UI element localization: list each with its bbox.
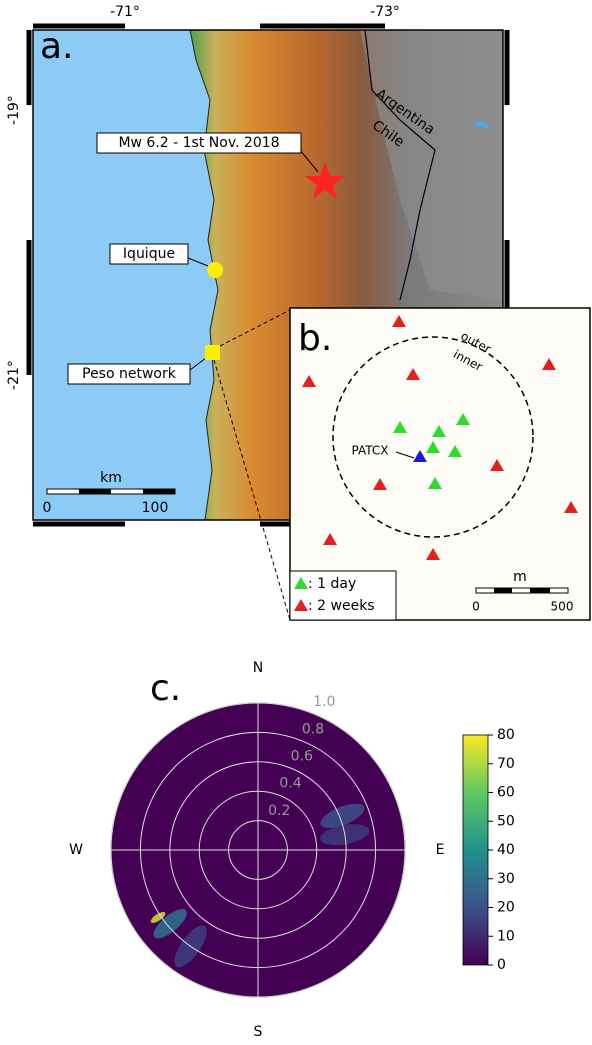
direction-label: S: [254, 1024, 263, 1040]
scale-tick: 500: [551, 600, 574, 614]
figure: -71° -73° -19° -21° a. Mw 6.2 - 1st Nov.…: [0, 0, 592, 1041]
r-tick-label: 0.2: [268, 803, 290, 819]
lat-tick: -21°: [6, 360, 22, 390]
city-marker: [207, 262, 223, 278]
panel-label: c.: [150, 668, 181, 709]
direction-label: N: [253, 660, 263, 676]
network-label: Peso network: [82, 366, 177, 382]
station-label: PATCX: [352, 444, 389, 458]
event-label: Mw 6.2 - 1st Nov. 2018: [118, 135, 279, 151]
colorbar-tick-label: 80: [497, 727, 515, 743]
legend-entry: : 2 weeks: [308, 598, 375, 614]
city-label: Iquique: [123, 246, 175, 262]
network-marker: [205, 345, 220, 360]
lon-tick: -71°: [110, 4, 140, 20]
lat-tick: -19°: [6, 95, 22, 125]
scale-unit: km: [100, 470, 122, 486]
colorbar-tick-label: 10: [497, 928, 515, 944]
colorbar-tick-label: 50: [497, 813, 515, 829]
r-tick-label: 1.0: [313, 694, 335, 710]
direction-label: W: [69, 842, 83, 858]
colorbar-tick-label: 40: [497, 842, 515, 858]
lon-tick: -73°: [370, 4, 400, 20]
legend-entry: : 1 day: [308, 576, 356, 592]
colorbar-tick-label: 20: [497, 900, 515, 916]
direction-label: E: [436, 842, 445, 858]
colorbar-tick-label: 60: [497, 785, 515, 801]
colorbar-tick-label: 70: [497, 756, 515, 772]
colorbar: [463, 735, 488, 965]
r-tick-label: 0.4: [279, 776, 301, 792]
scale-unit: m: [513, 569, 527, 585]
scale-tick: 0: [43, 500, 52, 516]
colorbar-tick-label: 0: [497, 957, 506, 973]
scale-tick: 100: [142, 500, 169, 516]
panel-label: a.: [40, 26, 74, 67]
panel-label: b.: [298, 318, 332, 359]
r-tick-label: 0.6: [291, 749, 313, 765]
scale-tick: 0: [472, 600, 480, 614]
r-tick-label: 0.8: [302, 721, 324, 737]
scale-bar: [476, 588, 568, 593]
polar-plot: c. 0.2 0.4 0.6 0.8 1.0 N E S W 0 10 20 30 40 50 60 70 80: [69, 660, 515, 1040]
colorbar-tick-label: 30: [497, 871, 515, 887]
